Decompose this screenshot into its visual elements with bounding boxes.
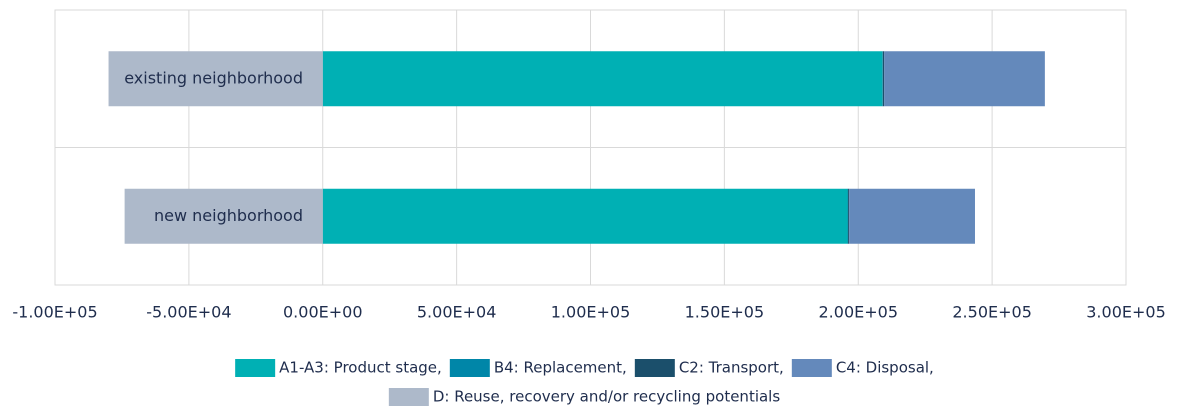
x-tick-label: 3.00E+05 xyxy=(1086,303,1166,322)
bar-segment xyxy=(849,188,975,244)
x-tick-label: -5.00E+04 xyxy=(146,303,231,322)
legend-swatch xyxy=(791,359,832,377)
x-tick-label: 1.00E+05 xyxy=(551,303,631,322)
legend-label: B4: Replacement, xyxy=(494,359,627,377)
x-tick-label: 0.00E+00 xyxy=(283,303,363,322)
bar-segment xyxy=(882,51,883,107)
category-label: new neighborhood xyxy=(154,206,303,225)
bar-segment xyxy=(108,51,323,107)
legend-label: A1-A3: Product stage, xyxy=(279,359,442,377)
legend-swatch xyxy=(235,359,276,377)
bar-segment xyxy=(882,51,885,107)
x-tick-label: 1.50E+05 xyxy=(685,303,765,322)
bar-segment xyxy=(884,51,1045,107)
legend-swatch xyxy=(449,359,490,377)
legend-label: C2: Transport, xyxy=(679,359,784,377)
x-tick-label: 5.00E+04 xyxy=(417,303,497,322)
legend-swatch xyxy=(388,388,429,406)
x-tick-label: 2.00E+05 xyxy=(819,303,899,322)
bar-segment xyxy=(322,51,883,107)
legend-swatch xyxy=(634,359,675,377)
x-tick-label: 2.50E+05 xyxy=(952,303,1032,322)
category-label: existing neighborhood xyxy=(124,68,303,87)
legend-label: C4: Disposal, xyxy=(836,359,934,377)
legend-label: D: Reuse, recovery and/or recycling pote… xyxy=(433,388,781,406)
bar-segment xyxy=(124,188,323,244)
bar-segment xyxy=(322,188,848,244)
bar-segment xyxy=(847,188,849,244)
bar-segment xyxy=(848,188,850,244)
x-tick-label: -1.00E+05 xyxy=(12,303,97,322)
